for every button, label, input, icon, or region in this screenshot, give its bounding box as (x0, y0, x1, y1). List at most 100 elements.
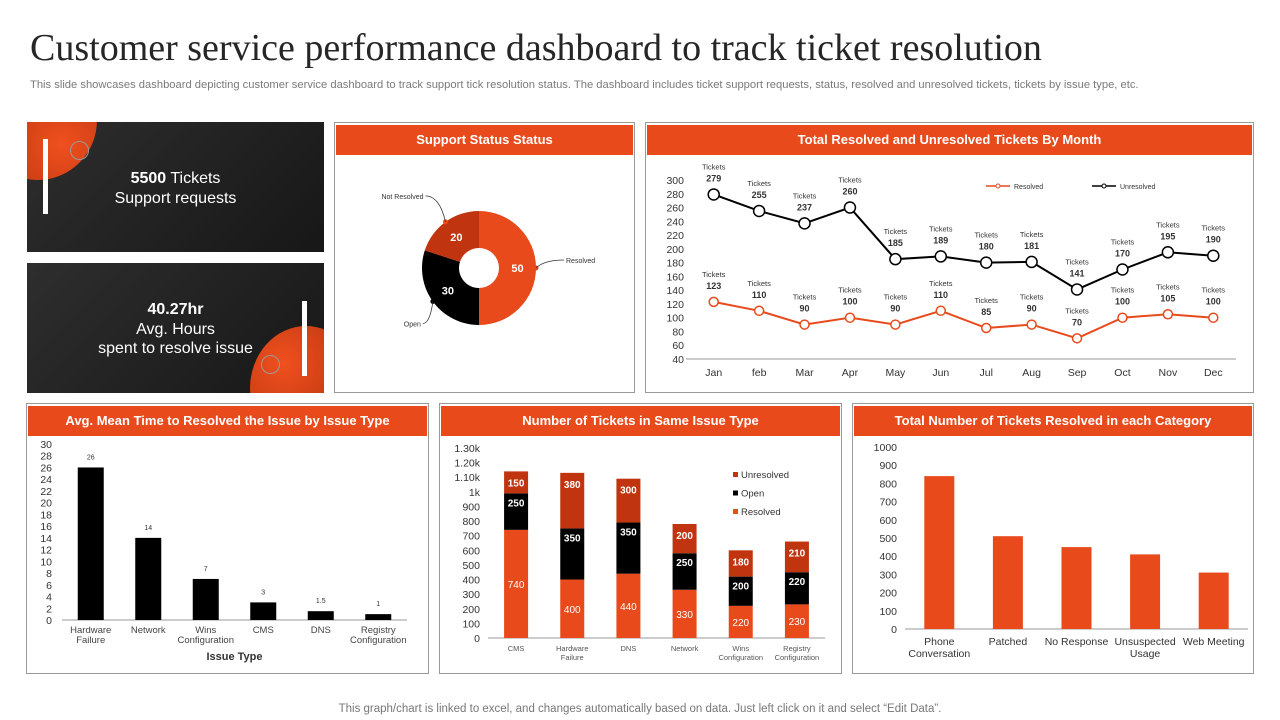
donut-slice-resolved (479, 211, 536, 325)
panel-resolved-category: Total Number of Tickets Resolved in each… (852, 403, 1254, 674)
x-tick-label: DNS (620, 644, 636, 653)
x-tick-label: Unsuspected (1114, 636, 1175, 648)
x-tick-label: Nov (1159, 367, 1178, 379)
y-tick-label: 8 (46, 568, 52, 580)
data-point (935, 305, 947, 317)
donut-label: Not Resolved (381, 194, 423, 201)
y-tick-label: 700 (462, 531, 480, 543)
data-point-label: Tickets (1111, 238, 1135, 247)
donut-slice-not-resolved (424, 211, 479, 262)
data-value-label: 181 (1024, 241, 1039, 251)
y-tick-label: 300 (879, 569, 897, 581)
x-tick-label: DNS (311, 625, 331, 636)
bar (924, 476, 955, 629)
decorative-bar (302, 301, 307, 376)
data-value-label: 90 (1027, 304, 1037, 314)
data-point-label: Tickets (929, 224, 953, 233)
segment-value-label: 230 (789, 617, 806, 628)
segment-value-label: 200 (732, 582, 749, 593)
x-tick-label: Web Meeting (1183, 636, 1245, 648)
bar (1061, 547, 1092, 629)
decorative-bar (43, 139, 48, 214)
line-chart: 406080100120140160180200220240260280300J… (666, 162, 1236, 379)
stack-segment-open (672, 553, 697, 590)
callout-dot (430, 299, 436, 305)
data-point-label: Tickets (1202, 286, 1226, 295)
data-value-label: 70 (1072, 317, 1082, 327)
data-point (753, 305, 765, 317)
y-tick-label: 100 (462, 618, 480, 630)
donut-chart: 50 30 20 Resolved Open Not Resolved (381, 194, 595, 329)
callout-line (425, 195, 446, 222)
donut-slice-value: 30 (442, 286, 454, 298)
legend-label: Open (741, 489, 764, 500)
data-value-label: 170 (1115, 249, 1130, 259)
stack-segment-resolved (616, 573, 641, 638)
stack-segment-unresolved (672, 524, 697, 554)
bar-chart-mean-time: 02468101214161820222426283026HardwareFai… (40, 439, 407, 663)
legend-label: Unresolved (1120, 184, 1156, 191)
stack-segment-unresolved (616, 478, 641, 523)
bar (250, 602, 277, 620)
series-line-unresolved (713, 193, 1214, 291)
y-tick-label: 400 (879, 551, 897, 563)
data-point-label: Tickets (1020, 230, 1044, 239)
stack-segment-resolved (504, 529, 529, 638)
y-tick-label: 0 (46, 615, 52, 627)
data-value-label: 100 (842, 297, 857, 307)
y-tick-label: 500 (462, 560, 480, 572)
data-point (752, 204, 766, 218)
stack-segment-resolved (672, 589, 697, 638)
data-point-label: Tickets (1065, 306, 1089, 315)
stack-segment-open (784, 572, 809, 605)
segment-value-label: 150 (508, 478, 525, 489)
kpi-hours-label: Avg. Hours (136, 321, 215, 338)
y-tick-label: 2 (46, 603, 52, 615)
stack-segment-unresolved (728, 550, 753, 577)
y-tick-label: 300 (666, 175, 684, 187)
y-tick-label: 200 (879, 588, 897, 600)
y-tick-label: 280 (666, 189, 684, 201)
x-tick-label: Hardware (70, 625, 111, 636)
data-point-label: Tickets (974, 296, 998, 305)
data-point-label: Tickets (974, 231, 998, 240)
x-tick-label: Network (131, 625, 166, 636)
legend-swatch-resolved (733, 509, 738, 514)
y-tick-label: 1000 (874, 442, 898, 454)
data-point (889, 252, 902, 266)
segment-value-label: 400 (564, 605, 581, 616)
stack-segment-resolved (784, 604, 809, 638)
y-tick-label: 900 (462, 501, 480, 513)
data-value-label: 100 (1115, 297, 1130, 307)
segment-value-label: 250 (676, 558, 693, 569)
x-tick-label: feb (752, 367, 767, 379)
panel-monthly-tickets: Total Resolved and Unresolved Tickets By… (645, 122, 1254, 393)
data-point-label: Tickets (747, 279, 771, 288)
data-point (1025, 255, 1038, 269)
series-line-resolved (713, 300, 1214, 340)
data-point-label: Tickets (1065, 257, 1089, 266)
data-value-label: 260 (842, 187, 857, 197)
x-tick-label: Jan (705, 367, 722, 379)
y-tick-label: 900 (879, 460, 897, 472)
x-tick-label: Mar (795, 367, 814, 379)
segment-value-label: 300 (620, 486, 637, 497)
bar (77, 467, 104, 620)
data-point-label: Tickets (793, 191, 817, 200)
kpi-hours-value: 40.27hr (147, 301, 204, 318)
data-point-label: Tickets (884, 227, 908, 236)
segment-value-label: 220 (789, 577, 806, 588)
bar (192, 578, 219, 620)
data-value-label: 237 (797, 202, 812, 212)
x-tick-label: Phone (924, 636, 955, 648)
segment-value-label: 220 (732, 618, 749, 629)
data-point-label: Tickets (1020, 293, 1044, 302)
x-tick-label: Configuration (718, 653, 763, 662)
y-tick-label: 0 (474, 633, 480, 645)
x-tick-label: Patched (989, 636, 1028, 648)
segment-value-label: 180 (732, 557, 749, 568)
x-tick-label: Usage (1130, 648, 1161, 660)
data-value-label: 110 (752, 290, 767, 300)
data-value-label: 279 (706, 173, 721, 183)
data-value-label: 123 (706, 281, 721, 291)
